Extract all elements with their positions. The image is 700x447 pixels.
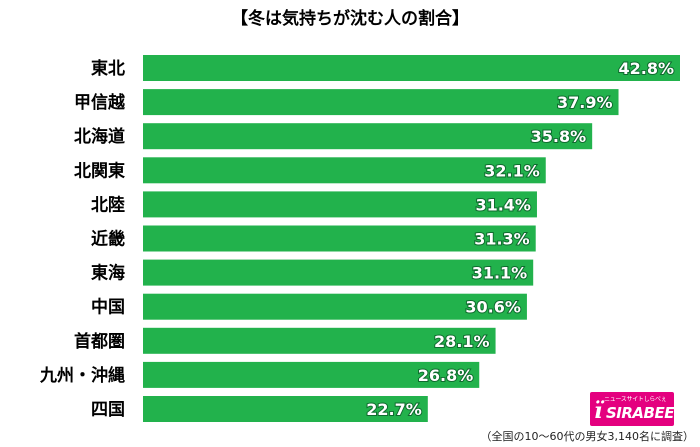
category-label-8: 首都圏	[74, 331, 125, 352]
value-label-1: 37.9%	[557, 93, 613, 112]
value-label-6: 31.1%	[472, 264, 528, 283]
category-label-9: 九州・沖縄	[39, 365, 125, 386]
value-label-9: 26.8%	[418, 366, 474, 385]
value-label-5: 31.3%	[474, 230, 530, 249]
bar-7	[143, 293, 527, 320]
category-label-10: 四国	[91, 400, 125, 420]
category-label-2: 北海道	[74, 126, 125, 147]
value-label-0: 42.8%	[618, 59, 674, 78]
value-label-10: 22.7%	[366, 400, 422, 419]
footnote: （全国の10～60代の男女3,140名に調査）	[480, 430, 694, 443]
category-label-6: 東海	[91, 263, 125, 284]
bar-4	[143, 191, 537, 218]
logo-mark-icon: ï	[594, 398, 603, 424]
value-label-3: 32.1%	[484, 161, 540, 180]
bar-1	[143, 89, 619, 116]
chart-title: 【冬は気持ちが沈む人の割合】	[231, 9, 469, 29]
bar-10	[143, 396, 428, 422]
logo-text: SIRABEE	[606, 404, 674, 422]
logo-subtext: ニュースサイトしらべぇ	[604, 396, 667, 403]
value-label-2: 35.8%	[531, 127, 587, 146]
bar-3	[143, 157, 546, 184]
category-label-1: 甲信越	[74, 92, 126, 113]
bar-6	[143, 259, 534, 286]
category-label-3: 北関東	[74, 160, 125, 181]
bar-5	[143, 225, 536, 252]
bar-2	[143, 123, 593, 150]
bar-8	[143, 327, 496, 354]
bar-0	[143, 55, 680, 81]
category-label-5: 近畿	[91, 229, 125, 250]
category-label-0: 東北	[91, 58, 125, 79]
value-label-4: 31.4%	[475, 195, 531, 214]
category-label-4: 北陸	[91, 194, 125, 215]
bar-9	[143, 361, 480, 388]
sirabee-logo: ニュースサイトしらべぇ ï SIRABEE	[590, 392, 674, 426]
category-label-7: 中国	[91, 297, 125, 318]
value-label-8: 28.1%	[434, 332, 490, 351]
value-label-7: 30.6%	[465, 298, 521, 317]
